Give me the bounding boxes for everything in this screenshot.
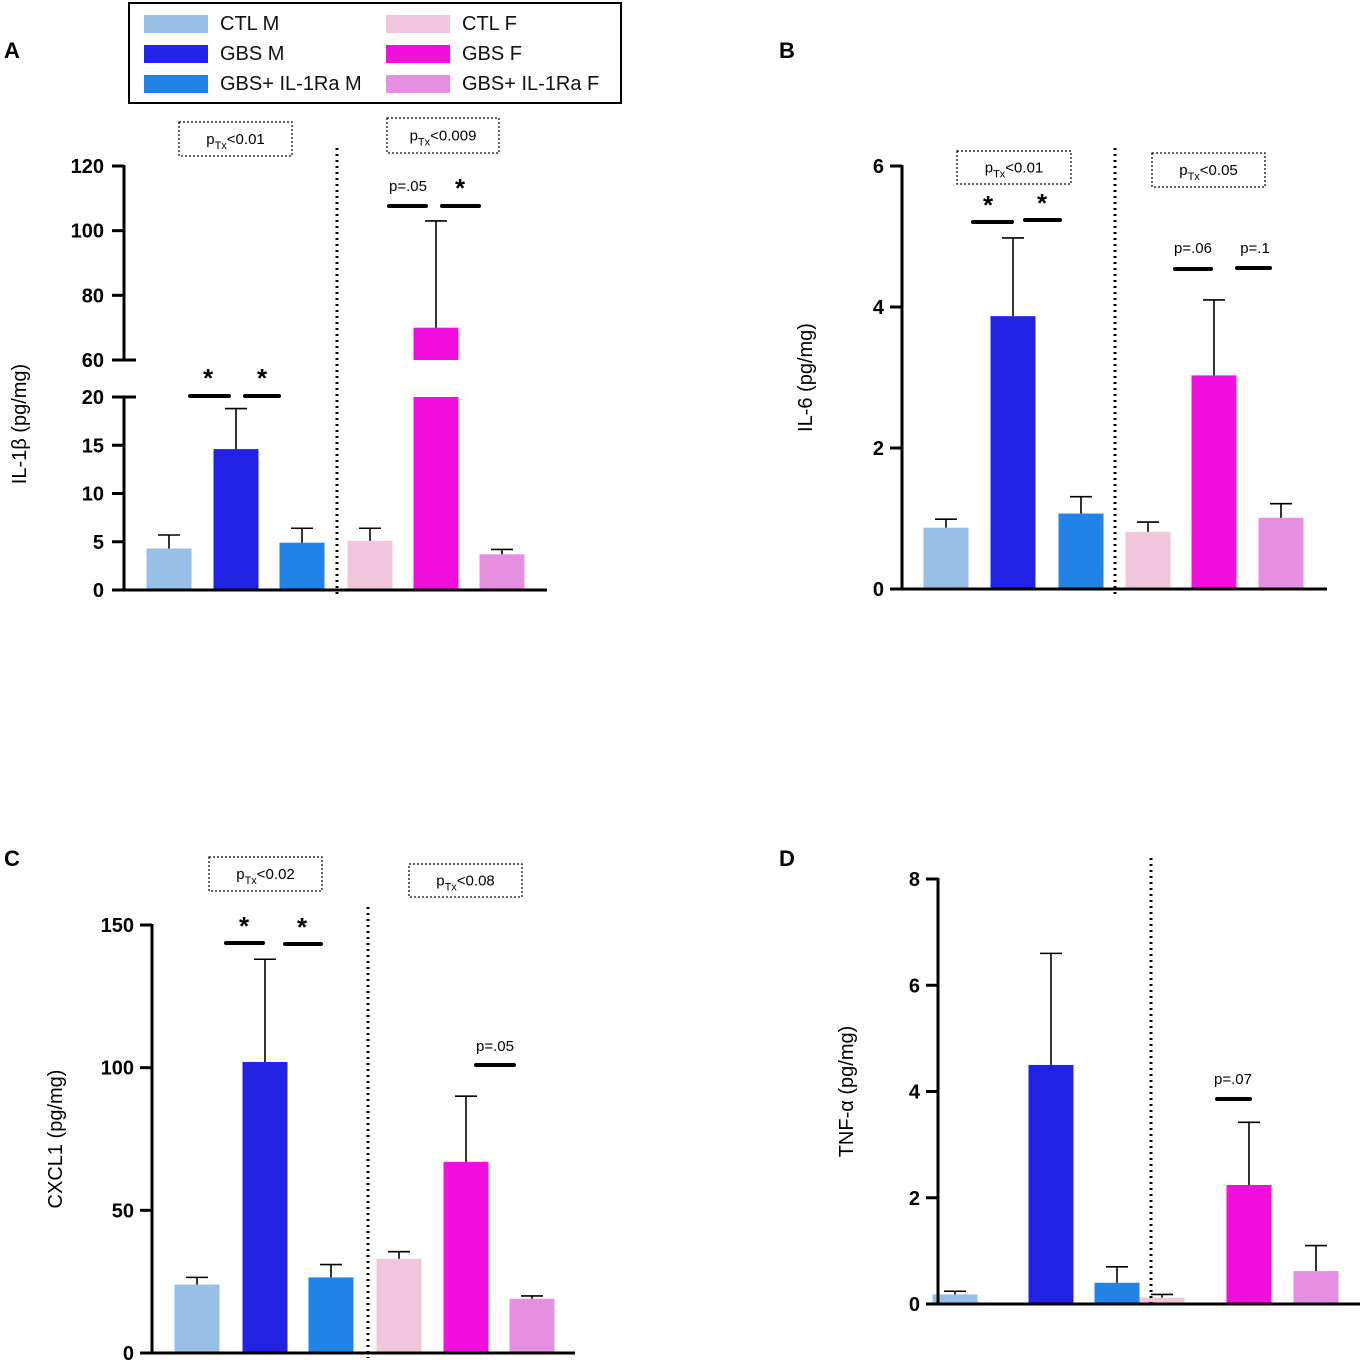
panel-a-bar-6 <box>479 554 525 590</box>
panel-a-lower-tick-label-4: 20 <box>82 387 104 409</box>
panel-a-sig-star-1: * <box>203 363 214 393</box>
panel-b-tick-label-2: 4 <box>873 297 885 319</box>
panel-b-ptx-male-box <box>956 150 1072 185</box>
panel-b-bar-5 <box>1191 375 1237 589</box>
legend-item-gbs-f: GBS F <box>386 42 522 66</box>
panel-c-tick-label-0: 0 <box>123 1343 134 1360</box>
panel-c-ptx-male-box <box>208 856 323 892</box>
panel-a-ptx-female: pTx<0.009 <box>410 128 477 149</box>
panel-b-ptx-male: pTx<0.01 <box>985 160 1044 181</box>
panel-a-lower-tick-label-3: 15 <box>82 435 104 457</box>
panel-a-letter: A <box>4 38 20 63</box>
panel-d-bar-6 <box>1293 1271 1339 1304</box>
panel-c-bar-3 <box>308 1277 354 1353</box>
panel-a-lower-tick-label-2: 10 <box>82 484 104 506</box>
panel-c-sig-star-2: * <box>297 912 308 942</box>
panel-b-ptx-female: pTx<0.05 <box>1179 162 1238 183</box>
panel-c-letter: C <box>4 846 20 871</box>
panel-a-bar-1 <box>146 548 192 590</box>
panel-c-tick-label-3: 150 <box>101 915 134 937</box>
legend-label-gbs-f: GBS F <box>462 42 523 65</box>
panel-c-bar-5 <box>443 1161 489 1353</box>
panel-b-bar-3 <box>1058 513 1104 589</box>
panel-c-sig-star-1: * <box>239 911 250 941</box>
panel-a-upper-tick-label-1: 80 <box>82 285 104 307</box>
panel-d-bar-1 <box>932 1294 978 1304</box>
legend-swatch-ctl-m <box>144 15 208 33</box>
panel-d-tick-label-1: 2 <box>909 1188 920 1210</box>
panel-a-sig-p-1: p=.05 <box>389 178 427 195</box>
panel-c-sig-p-1: p=.05 <box>476 1038 514 1055</box>
panel-a-upper-tick-label-0: 60 <box>82 350 104 372</box>
legend-label-gbs-il1ra-f: GBS+ IL-1Ra F <box>462 72 600 95</box>
legend-swatch-gbs-f <box>386 45 450 63</box>
panel-a-sig-star-3: * <box>455 173 466 203</box>
panel-a-lower-tick-label-0: 0 <box>93 580 104 602</box>
panel-c-bar-2 <box>242 1061 288 1353</box>
panel-a-bar-4 <box>347 540 393 590</box>
panel-b-tick-label-1: 2 <box>873 438 884 460</box>
panel-d-tick-label-4: 8 <box>909 869 920 891</box>
panel-d-sig-p-1: p=.07 <box>1214 1071 1252 1088</box>
panel-b-tick-label-3: 6 <box>873 156 884 178</box>
panel-b-bar-1 <box>923 527 969 589</box>
legend-label-gbs-il1ra-m: GBS+ IL-1Ra M <box>220 72 362 95</box>
panel-d-bar-4 <box>1139 1297 1185 1304</box>
legend-label-gbs-m: GBS M <box>220 42 285 65</box>
legend: CTL M GBS M GBS+ IL-1Ra M CTL F GBS F GB… <box>128 2 622 104</box>
panel-c-bar-1 <box>174 1284 220 1353</box>
panel-d-letter: D <box>779 846 795 871</box>
panel-b-tick-label-0: 0 <box>873 579 884 601</box>
legend-item-gbs-il1ra-m: GBS+ IL-1Ra M <box>144 72 362 96</box>
panel-d-bar-2 <box>1028 1064 1074 1304</box>
panel-b-bar-2 <box>990 316 1036 589</box>
panel-a-bar-5-upper <box>413 327 459 360</box>
legend-item-ctl-m: CTL M <box>144 12 279 36</box>
legend-item-gbs-m: GBS M <box>144 42 284 66</box>
panel-a-ptx-male-box <box>178 121 293 157</box>
panel-b-bar-6 <box>1258 517 1304 589</box>
legend-item-gbs-il1ra-f: GBS+ IL-1Ra F <box>386 72 599 96</box>
legend-swatch-ctl-f <box>386 15 450 33</box>
panel-b-bar-4 <box>1125 531 1171 589</box>
panel-d-ylabel: TNF-α (pg/mg) <box>836 1026 858 1158</box>
legend-swatch-gbs-il1ra-f <box>386 75 450 93</box>
panel-a-ptx-female-box <box>386 117 500 154</box>
panel-d-bar-3 <box>1094 1282 1140 1304</box>
panel-a-ptx-male: pTx<0.01 <box>206 131 265 152</box>
panel-c-bar-4 <box>376 1258 422 1353</box>
panel-a-bar-2 <box>213 449 259 590</box>
panel-b-ylabel: IL-6 (pg/mg) <box>795 323 817 432</box>
legend-label-ctl-m: CTL M <box>220 12 280 35</box>
panel-c-ptx-female: pTx<0.08 <box>436 873 495 894</box>
panel-b-letter: B <box>779 38 795 63</box>
panel-c-ptx-female-box <box>408 863 523 898</box>
legend-item-ctl-f: CTL F <box>386 12 517 36</box>
panel-c-bar-6 <box>509 1298 555 1353</box>
panel-a-lower-tick-label-1: 5 <box>93 532 104 554</box>
panel-a-sig-star-2: * <box>257 363 268 393</box>
panel-b-sig-star-1: * <box>983 190 994 220</box>
panel-a-bar-3 <box>279 542 325 590</box>
panel-b-sig-star-2: * <box>1037 188 1048 218</box>
panel-d-bar-5 <box>1226 1185 1272 1304</box>
panel-c-tick-label-1: 50 <box>112 1200 134 1222</box>
panel-a-upper-tick-label-3: 120 <box>71 156 104 178</box>
panel-d-tick-label-2: 4 <box>909 1082 921 1104</box>
legend-swatch-gbs-m <box>144 45 208 63</box>
panel-a-upper-tick-label-2: 100 <box>71 221 104 243</box>
panel-b-ptx-female-box <box>1151 152 1266 188</box>
panel-c-ptx-male: pTx<0.02 <box>236 866 295 887</box>
panel-c-ylabel: CXCL1 (pg/mg) <box>45 1070 67 1209</box>
panel-b-sig-p-2: p=.1 <box>1240 240 1270 257</box>
panel-a-bar-5-lower <box>413 397 459 590</box>
legend-label-ctl-f: CTL F <box>462 12 517 35</box>
panel-d-tick-label-3: 6 <box>909 975 920 997</box>
legend-swatch-gbs-il1ra-m <box>144 75 208 93</box>
panel-a-ylabel: IL-1β (pg/mg) <box>9 364 31 484</box>
panel-d-tick-label-0: 0 <box>909 1294 920 1316</box>
panel-b-sig-p-1: p=.06 <box>1174 240 1212 257</box>
panel-c-tick-label-2: 100 <box>101 1058 134 1080</box>
